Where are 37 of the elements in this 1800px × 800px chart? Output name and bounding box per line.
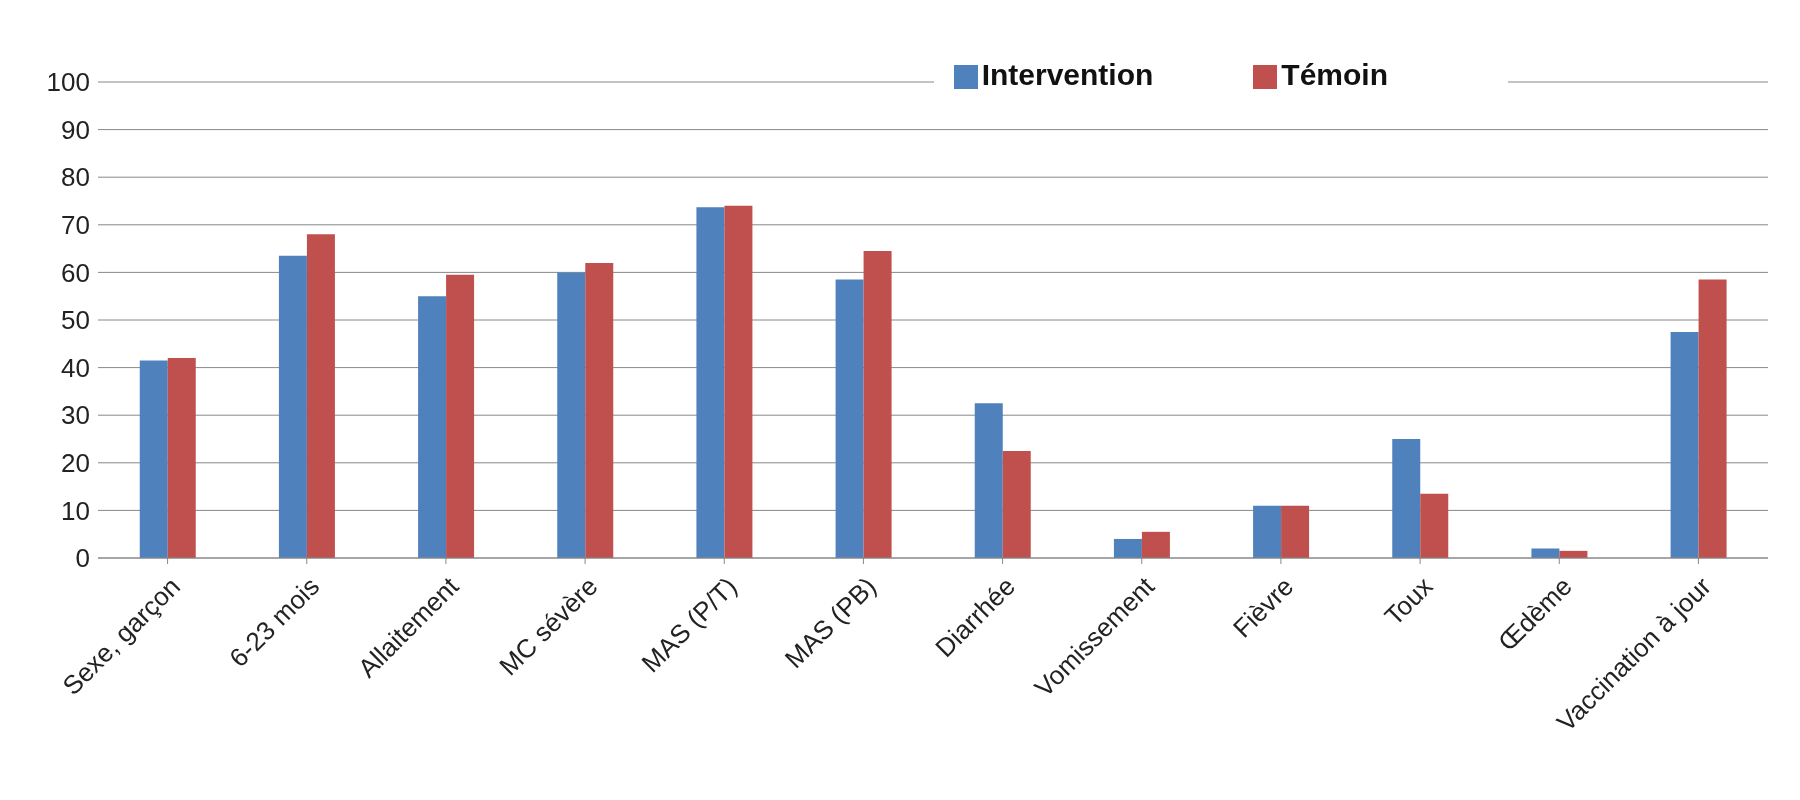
bar	[167, 358, 196, 558]
bar	[696, 207, 725, 558]
y-tick-label: 0	[75, 543, 90, 574]
bar	[446, 274, 475, 558]
y-tick-label: 20	[61, 448, 90, 479]
bar	[1281, 505, 1310, 558]
y-tick-label: 30	[61, 400, 90, 431]
bar	[724, 205, 753, 558]
bar	[1420, 493, 1449, 558]
bar	[139, 360, 168, 558]
bar	[585, 262, 614, 558]
y-tick-label: 40	[61, 352, 90, 383]
bar	[1698, 279, 1727, 558]
bar	[1113, 538, 1142, 558]
bar	[974, 403, 1003, 558]
bar	[418, 296, 447, 558]
bar	[1392, 439, 1421, 558]
bar	[863, 250, 892, 558]
bar	[835, 279, 864, 558]
y-tick-label: 50	[61, 305, 90, 336]
bar	[1670, 331, 1699, 558]
legend-label: Intervention	[981, 58, 1154, 91]
y-tick-label: 80	[61, 162, 90, 193]
y-tick-label: 70	[61, 210, 90, 241]
bar	[557, 272, 586, 558]
legend-label: Témoin	[1281, 58, 1388, 91]
bar	[1002, 450, 1031, 558]
bar	[1141, 531, 1170, 558]
y-tick-label: 60	[61, 257, 90, 288]
bar	[306, 234, 335, 558]
y-tick-label: 100	[46, 67, 90, 98]
y-tick-label: 90	[61, 114, 90, 145]
bar	[1253, 505, 1282, 558]
bar	[278, 255, 307, 558]
bar	[1531, 548, 1560, 558]
x-tick-label: Toux	[1378, 571, 1439, 632]
y-tick-label: 10	[61, 495, 90, 526]
